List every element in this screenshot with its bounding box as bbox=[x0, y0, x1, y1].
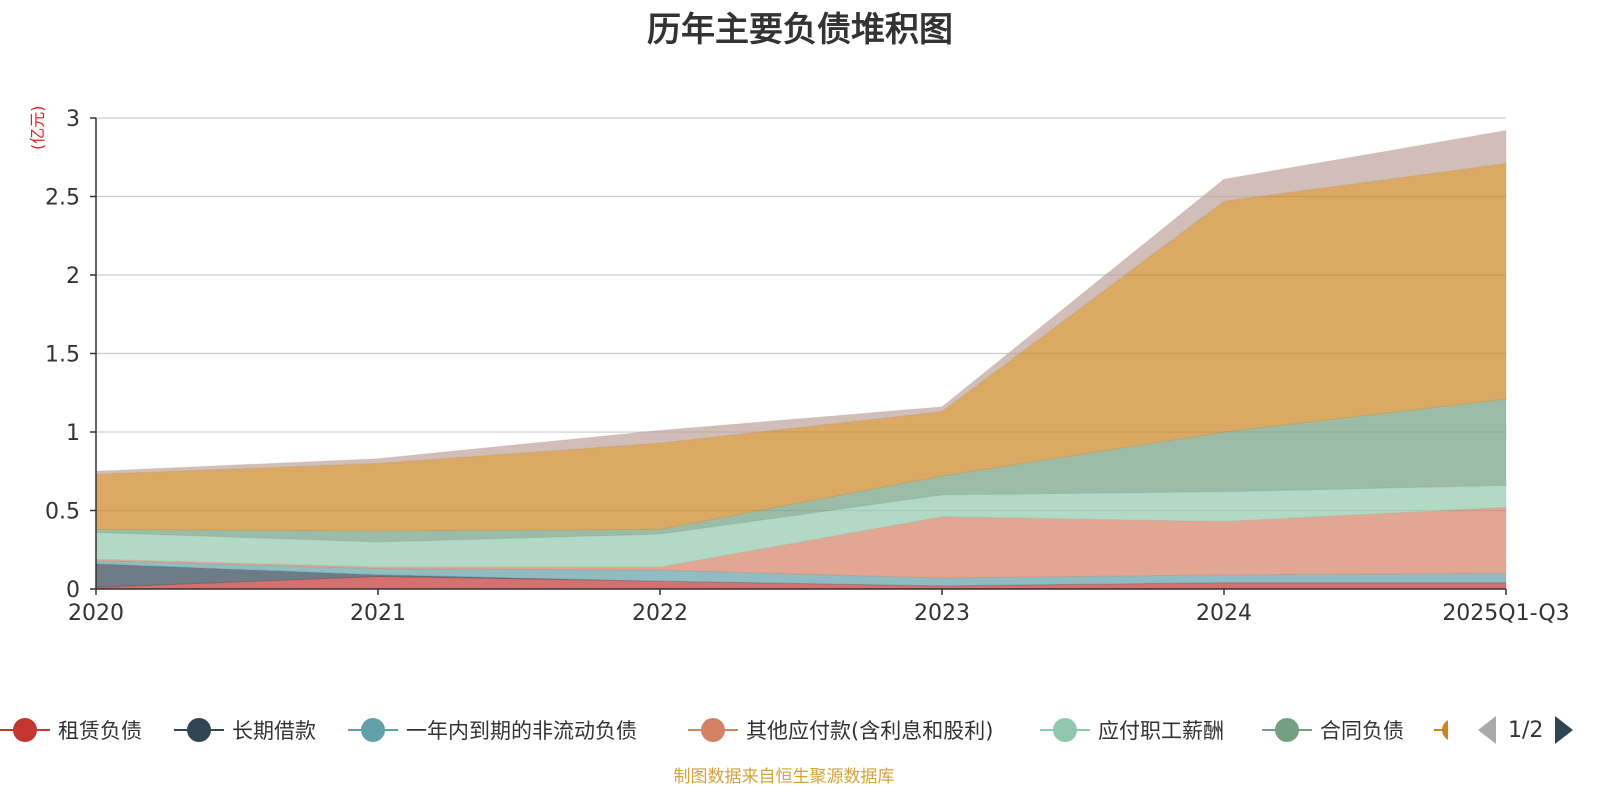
legend-label: 应付职工薪酬 bbox=[1098, 719, 1224, 743]
legend-marker-icon bbox=[0, 712, 50, 748]
x-tick-label: 2021 bbox=[350, 601, 406, 626]
legend-marker-icon bbox=[1040, 712, 1090, 748]
legend-item[interactable]: 一年内到期的非流动负债 bbox=[348, 712, 637, 748]
legend-marker-icon bbox=[348, 712, 398, 748]
legend-item[interactable]: 合同负债 bbox=[1262, 712, 1404, 748]
x-tick-label: 2023 bbox=[914, 601, 970, 626]
legend-pager: 1/2 bbox=[1478, 712, 1574, 748]
x-tick-label: 2020 bbox=[68, 601, 124, 626]
legend-next-page-icon[interactable] bbox=[1555, 716, 1574, 744]
chart-title: 历年主要负债堆积图 bbox=[647, 10, 953, 50]
y-tick-label: 0 bbox=[66, 578, 80, 603]
y-tick-label: 3 bbox=[66, 107, 80, 132]
legend-item[interactable]: 长期借款 bbox=[174, 712, 316, 748]
area-series-7 bbox=[95, 129, 1507, 475]
legend-marker-icon bbox=[174, 712, 224, 748]
legend-label: 租赁负债 bbox=[58, 719, 142, 743]
stacked-area-chart: 0 0.5 1 1.5 2 2.5 3 2020 2021 2022 2023 2024 2025Q1-… bbox=[45, 107, 1570, 626]
legend-label: 长期借款 bbox=[232, 719, 316, 743]
legend: 租赁负债 长期借款 一年内到期的非流动负债 其他应付款(含利息和股利) 应付职工薪酬 合同… bbox=[0, 712, 1600, 748]
legend-label: 一年内到期的非流动负债 bbox=[406, 719, 637, 743]
legend-marker-icon bbox=[688, 712, 738, 748]
y-tick-label: 2.5 bbox=[45, 186, 80, 211]
legend-item[interactable]: 其他应付款(含利息和股利) bbox=[688, 712, 993, 748]
legend-item[interactable]: 租赁负债 bbox=[0, 712, 142, 748]
legend-item[interactable]: 应付职工薪酬 bbox=[1040, 712, 1224, 748]
y-tick-label: 2 bbox=[66, 264, 80, 289]
x-tick-label: 2025Q1-Q3 bbox=[1442, 601, 1569, 626]
legend-prev-page-icon[interactable] bbox=[1478, 716, 1496, 744]
legend-label: 合同负债 bbox=[1320, 719, 1404, 743]
legend-label: 其他应付款(含利息和股利) bbox=[746, 719, 994, 743]
legend-page-indicator: 1/2 bbox=[1508, 717, 1544, 743]
x-tick-label: 2022 bbox=[632, 601, 688, 626]
y-tick-label: 1.5 bbox=[45, 343, 80, 368]
y-tick-label: 0.5 bbox=[45, 500, 80, 525]
legend-marker-icon bbox=[1262, 712, 1312, 748]
x-tick-label: 2024 bbox=[1196, 601, 1252, 626]
y-tick-label: 1 bbox=[66, 421, 80, 446]
legend-partial-marker-icon bbox=[1434, 712, 1448, 748]
data-source-note: 制图数据来自恒生聚源数据库 bbox=[673, 767, 895, 787]
